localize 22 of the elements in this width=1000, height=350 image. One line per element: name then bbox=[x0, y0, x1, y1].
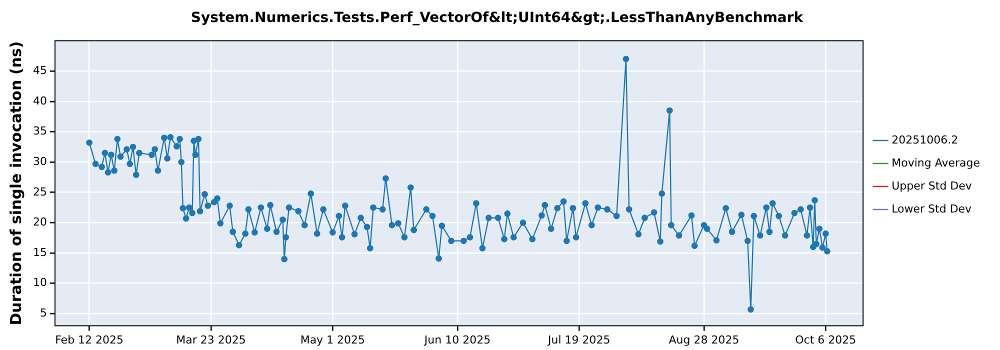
y-axis-title: Duration of single invocation (ns) bbox=[6, 41, 25, 326]
y-tick-label: 15 bbox=[32, 246, 47, 259]
x-tick-label: Jun 10 2025 bbox=[423, 333, 491, 346]
x-tick-label: Jul 19 2025 bbox=[547, 333, 610, 346]
legend-label: Moving Average bbox=[892, 156, 980, 170]
x-tick-label: Mar 23 2025 bbox=[176, 333, 246, 346]
y-tick-label: 30 bbox=[32, 154, 47, 168]
chart-title: System.Numerics.Tests.Perf_VectorOf&lt;UInt64&gt;.LessThanAnyBenchmark bbox=[190, 10, 804, 26]
x-tick-label: May 1 2025 bbox=[300, 333, 366, 346]
y-tick-label: 5 bbox=[40, 306, 47, 320]
legend-label: Lower Std Dev bbox=[892, 202, 972, 216]
y-tick-label: 40 bbox=[32, 94, 47, 108]
x-tick-label: Feb 12 2025 bbox=[55, 333, 124, 346]
x-tick-label: Aug 28 2025 bbox=[668, 333, 740, 346]
y-tick-label: 45 bbox=[32, 64, 47, 77]
y-tick-label: 20 bbox=[32, 216, 47, 229]
y-tick-label: 10 bbox=[32, 276, 47, 290]
x-tick-label: Oct 6 2025 bbox=[795, 333, 856, 346]
legend-label: Upper Std Dev bbox=[892, 179, 972, 192]
legend-label: 20251006.2 bbox=[892, 133, 958, 146]
y-tick-label: 35 bbox=[32, 124, 47, 138]
y-tick-label: 25 bbox=[32, 185, 47, 198]
